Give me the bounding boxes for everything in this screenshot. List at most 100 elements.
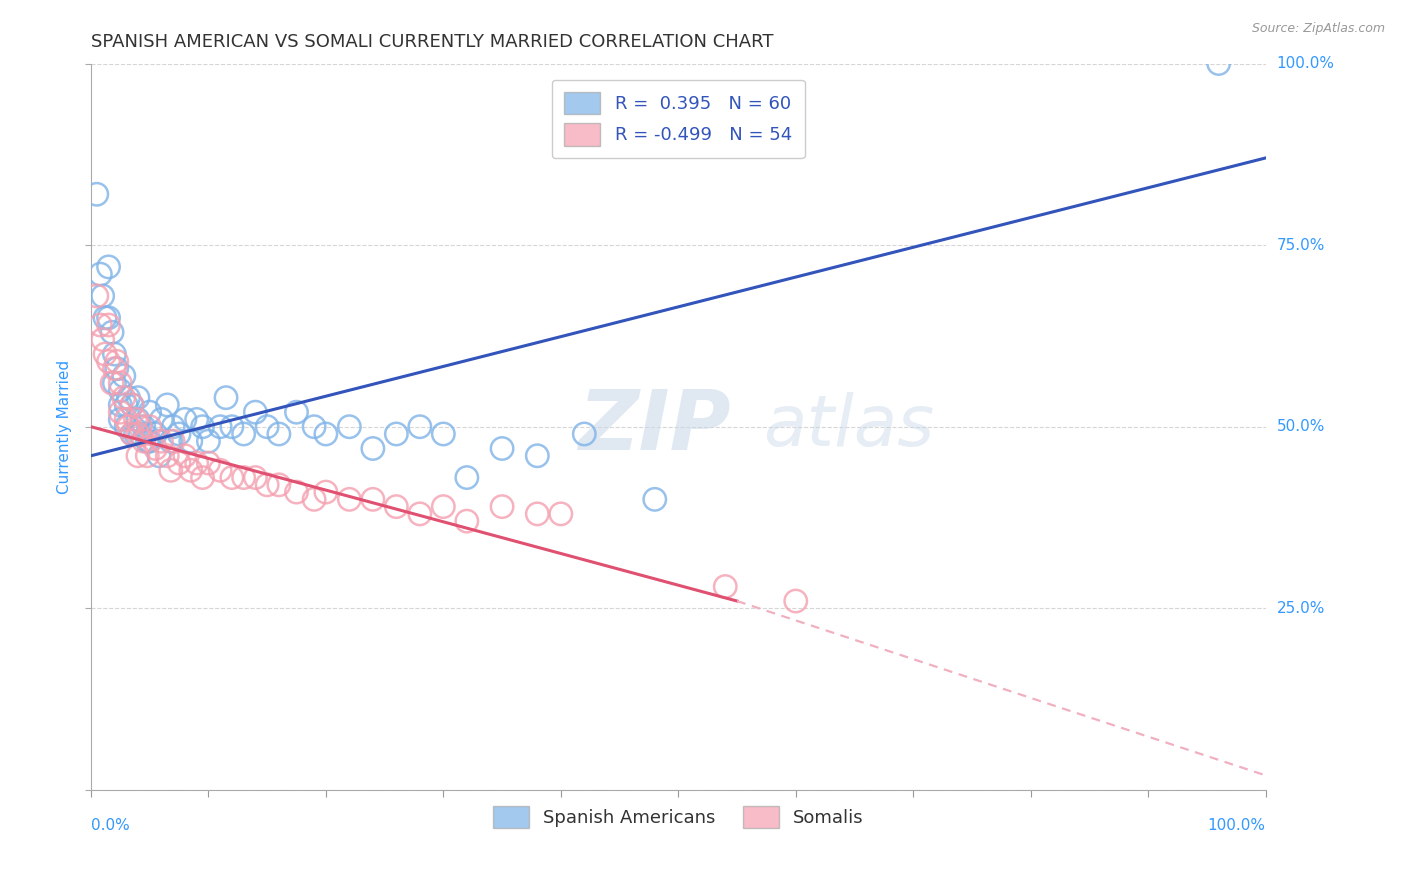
Y-axis label: Currently Married: Currently Married — [58, 359, 72, 494]
Point — [121, 427, 143, 442]
Point — [285, 485, 308, 500]
Point — [115, 419, 138, 434]
Point — [150, 412, 173, 426]
Point — [409, 507, 432, 521]
Text: Source: ZipAtlas.com: Source: ZipAtlas.com — [1251, 22, 1385, 36]
Point — [491, 442, 513, 456]
Point — [337, 419, 360, 434]
Point — [115, 398, 138, 412]
Point — [101, 326, 124, 340]
Point — [115, 412, 138, 426]
Point — [221, 419, 243, 434]
Point — [110, 376, 132, 391]
Point — [138, 405, 160, 419]
Point — [197, 456, 219, 470]
Point — [129, 427, 152, 442]
Text: ZIP: ZIP — [578, 386, 731, 467]
Point — [124, 412, 146, 426]
Point — [127, 391, 149, 405]
Point — [191, 470, 214, 484]
Point — [491, 500, 513, 514]
Point — [162, 419, 184, 434]
Point — [197, 434, 219, 449]
Point — [129, 419, 152, 434]
Point — [156, 398, 179, 412]
Point — [105, 354, 128, 368]
Text: SPANISH AMERICAN VS SOMALI CURRENTLY MARRIED CORRELATION CHART: SPANISH AMERICAN VS SOMALI CURRENTLY MAR… — [91, 33, 773, 51]
Point — [526, 507, 548, 521]
Legend: Spanish Americans, Somalis: Spanish Americans, Somalis — [485, 799, 872, 836]
Point — [267, 427, 290, 442]
Point — [86, 187, 108, 202]
Point — [574, 427, 596, 442]
Point — [110, 384, 132, 398]
Point — [148, 449, 170, 463]
Point — [132, 419, 155, 434]
Point — [117, 391, 139, 405]
Text: 25.0%: 25.0% — [1277, 601, 1324, 615]
Point — [136, 434, 159, 449]
Point — [162, 434, 184, 449]
Point — [103, 376, 125, 391]
Point — [1208, 56, 1230, 70]
Point — [215, 391, 238, 405]
Point — [180, 434, 202, 449]
Point — [456, 514, 478, 528]
Point — [136, 449, 159, 463]
Point — [186, 412, 208, 426]
Point — [167, 427, 190, 442]
Point — [337, 492, 360, 507]
Point — [245, 405, 267, 419]
Point — [644, 492, 666, 507]
Point — [101, 376, 124, 391]
Point — [180, 463, 202, 477]
Point — [174, 412, 197, 426]
Point — [124, 427, 146, 442]
Point — [97, 310, 120, 325]
Point — [385, 500, 408, 514]
Text: 75.0%: 75.0% — [1277, 237, 1324, 252]
Point — [89, 267, 111, 281]
Point — [191, 419, 214, 434]
Point — [117, 419, 139, 434]
Point — [86, 289, 108, 303]
Point — [103, 361, 125, 376]
Point — [145, 442, 167, 456]
Point — [112, 368, 135, 383]
Point — [121, 427, 143, 442]
Point — [432, 500, 454, 514]
Point — [159, 434, 181, 449]
Point — [526, 449, 548, 463]
Point — [91, 333, 114, 347]
Point — [121, 398, 143, 412]
Point — [232, 470, 254, 484]
Point — [714, 580, 737, 594]
Point — [94, 310, 117, 325]
Point — [127, 412, 149, 426]
Point — [232, 427, 254, 442]
Point — [361, 492, 384, 507]
Point — [110, 405, 132, 419]
Point — [89, 318, 111, 332]
Point — [245, 470, 267, 484]
Point — [97, 260, 120, 274]
Point — [209, 463, 232, 477]
Point — [97, 354, 120, 368]
Point — [105, 361, 128, 376]
Point — [186, 456, 208, 470]
Point — [315, 485, 337, 500]
Point — [256, 478, 278, 492]
Point — [361, 442, 384, 456]
Point — [221, 470, 243, 484]
Point — [256, 419, 278, 434]
Point — [285, 405, 308, 419]
Text: atlas: atlas — [763, 392, 934, 461]
Point — [121, 398, 143, 412]
Point — [145, 427, 167, 442]
Point — [456, 470, 478, 484]
Point — [127, 449, 149, 463]
Point — [209, 419, 232, 434]
Text: 0.0%: 0.0% — [91, 818, 129, 833]
Point — [785, 594, 807, 608]
Point — [159, 463, 181, 477]
